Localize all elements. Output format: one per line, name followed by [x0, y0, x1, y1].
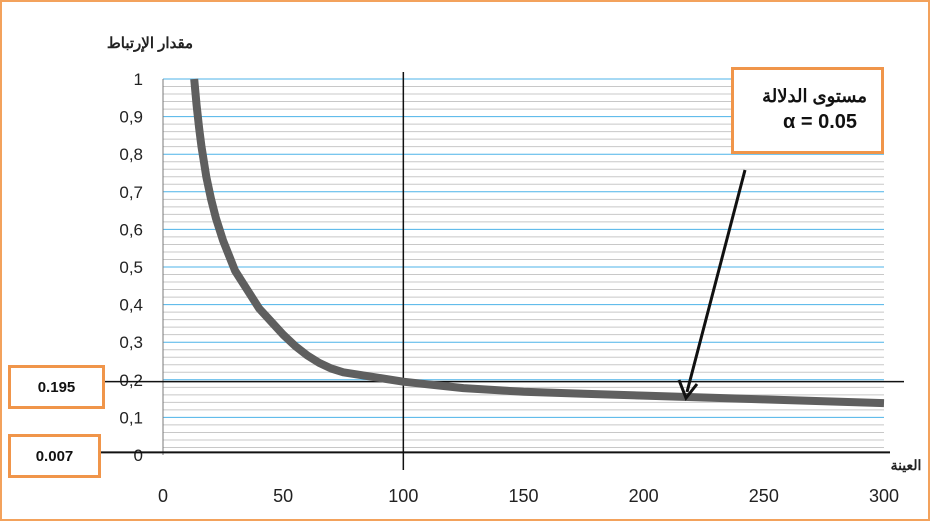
y-tick-label: 0,8: [119, 145, 143, 164]
y-tick-label: 0,5: [119, 258, 143, 277]
value-box-upper: 0.195: [8, 365, 105, 409]
y-tick-label: 0,7: [119, 183, 143, 202]
y-tick-label: 0: [134, 446, 143, 465]
y-tick-label: 1: [134, 70, 143, 89]
y-tick-label: 0,1: [119, 408, 143, 427]
alpha-value: α = 0.05: [782, 110, 857, 133]
annotation-arrow: [677, 169, 747, 401]
x-tick-label: 200: [629, 486, 659, 506]
x-tick-labels: 0 50 100 150 200 250 300: [158, 486, 899, 506]
x-tick-label: 150: [508, 486, 538, 506]
x-tick-label: 250: [749, 486, 779, 506]
significance-title: مستوى الدلالة: [762, 85, 867, 106]
x-tick-label: 50: [273, 486, 293, 506]
y-tick-label: 0,3: [119, 333, 143, 352]
y-axis-title: مقدار الإرتباط: [107, 35, 193, 52]
reference-lines: [101, 72, 904, 470]
x-tick-label: 0: [158, 486, 168, 506]
y-tick-label: 0,4: [119, 296, 143, 315]
y-tick-labels: 0 0,1 0,2 0,3 0,4 0,5 0,6 0,7 0,8 0,9 1: [119, 70, 143, 465]
y-tick-label: 0,9: [119, 108, 143, 127]
x-tick-label: 300: [869, 486, 899, 506]
significance-annotation-box: مستوى الدلالة α = 0.05: [731, 67, 884, 154]
value-box-lower: 0.007: [8, 434, 101, 478]
x-tick-label: 100: [388, 486, 418, 506]
x-axis-title: العينة: [891, 457, 922, 473]
major-gridlines: [163, 78, 884, 418]
correlation-curve: [190, 78, 885, 408]
y-tick-label: 0,2: [119, 371, 143, 390]
y-tick-label: 0,6: [119, 220, 143, 239]
